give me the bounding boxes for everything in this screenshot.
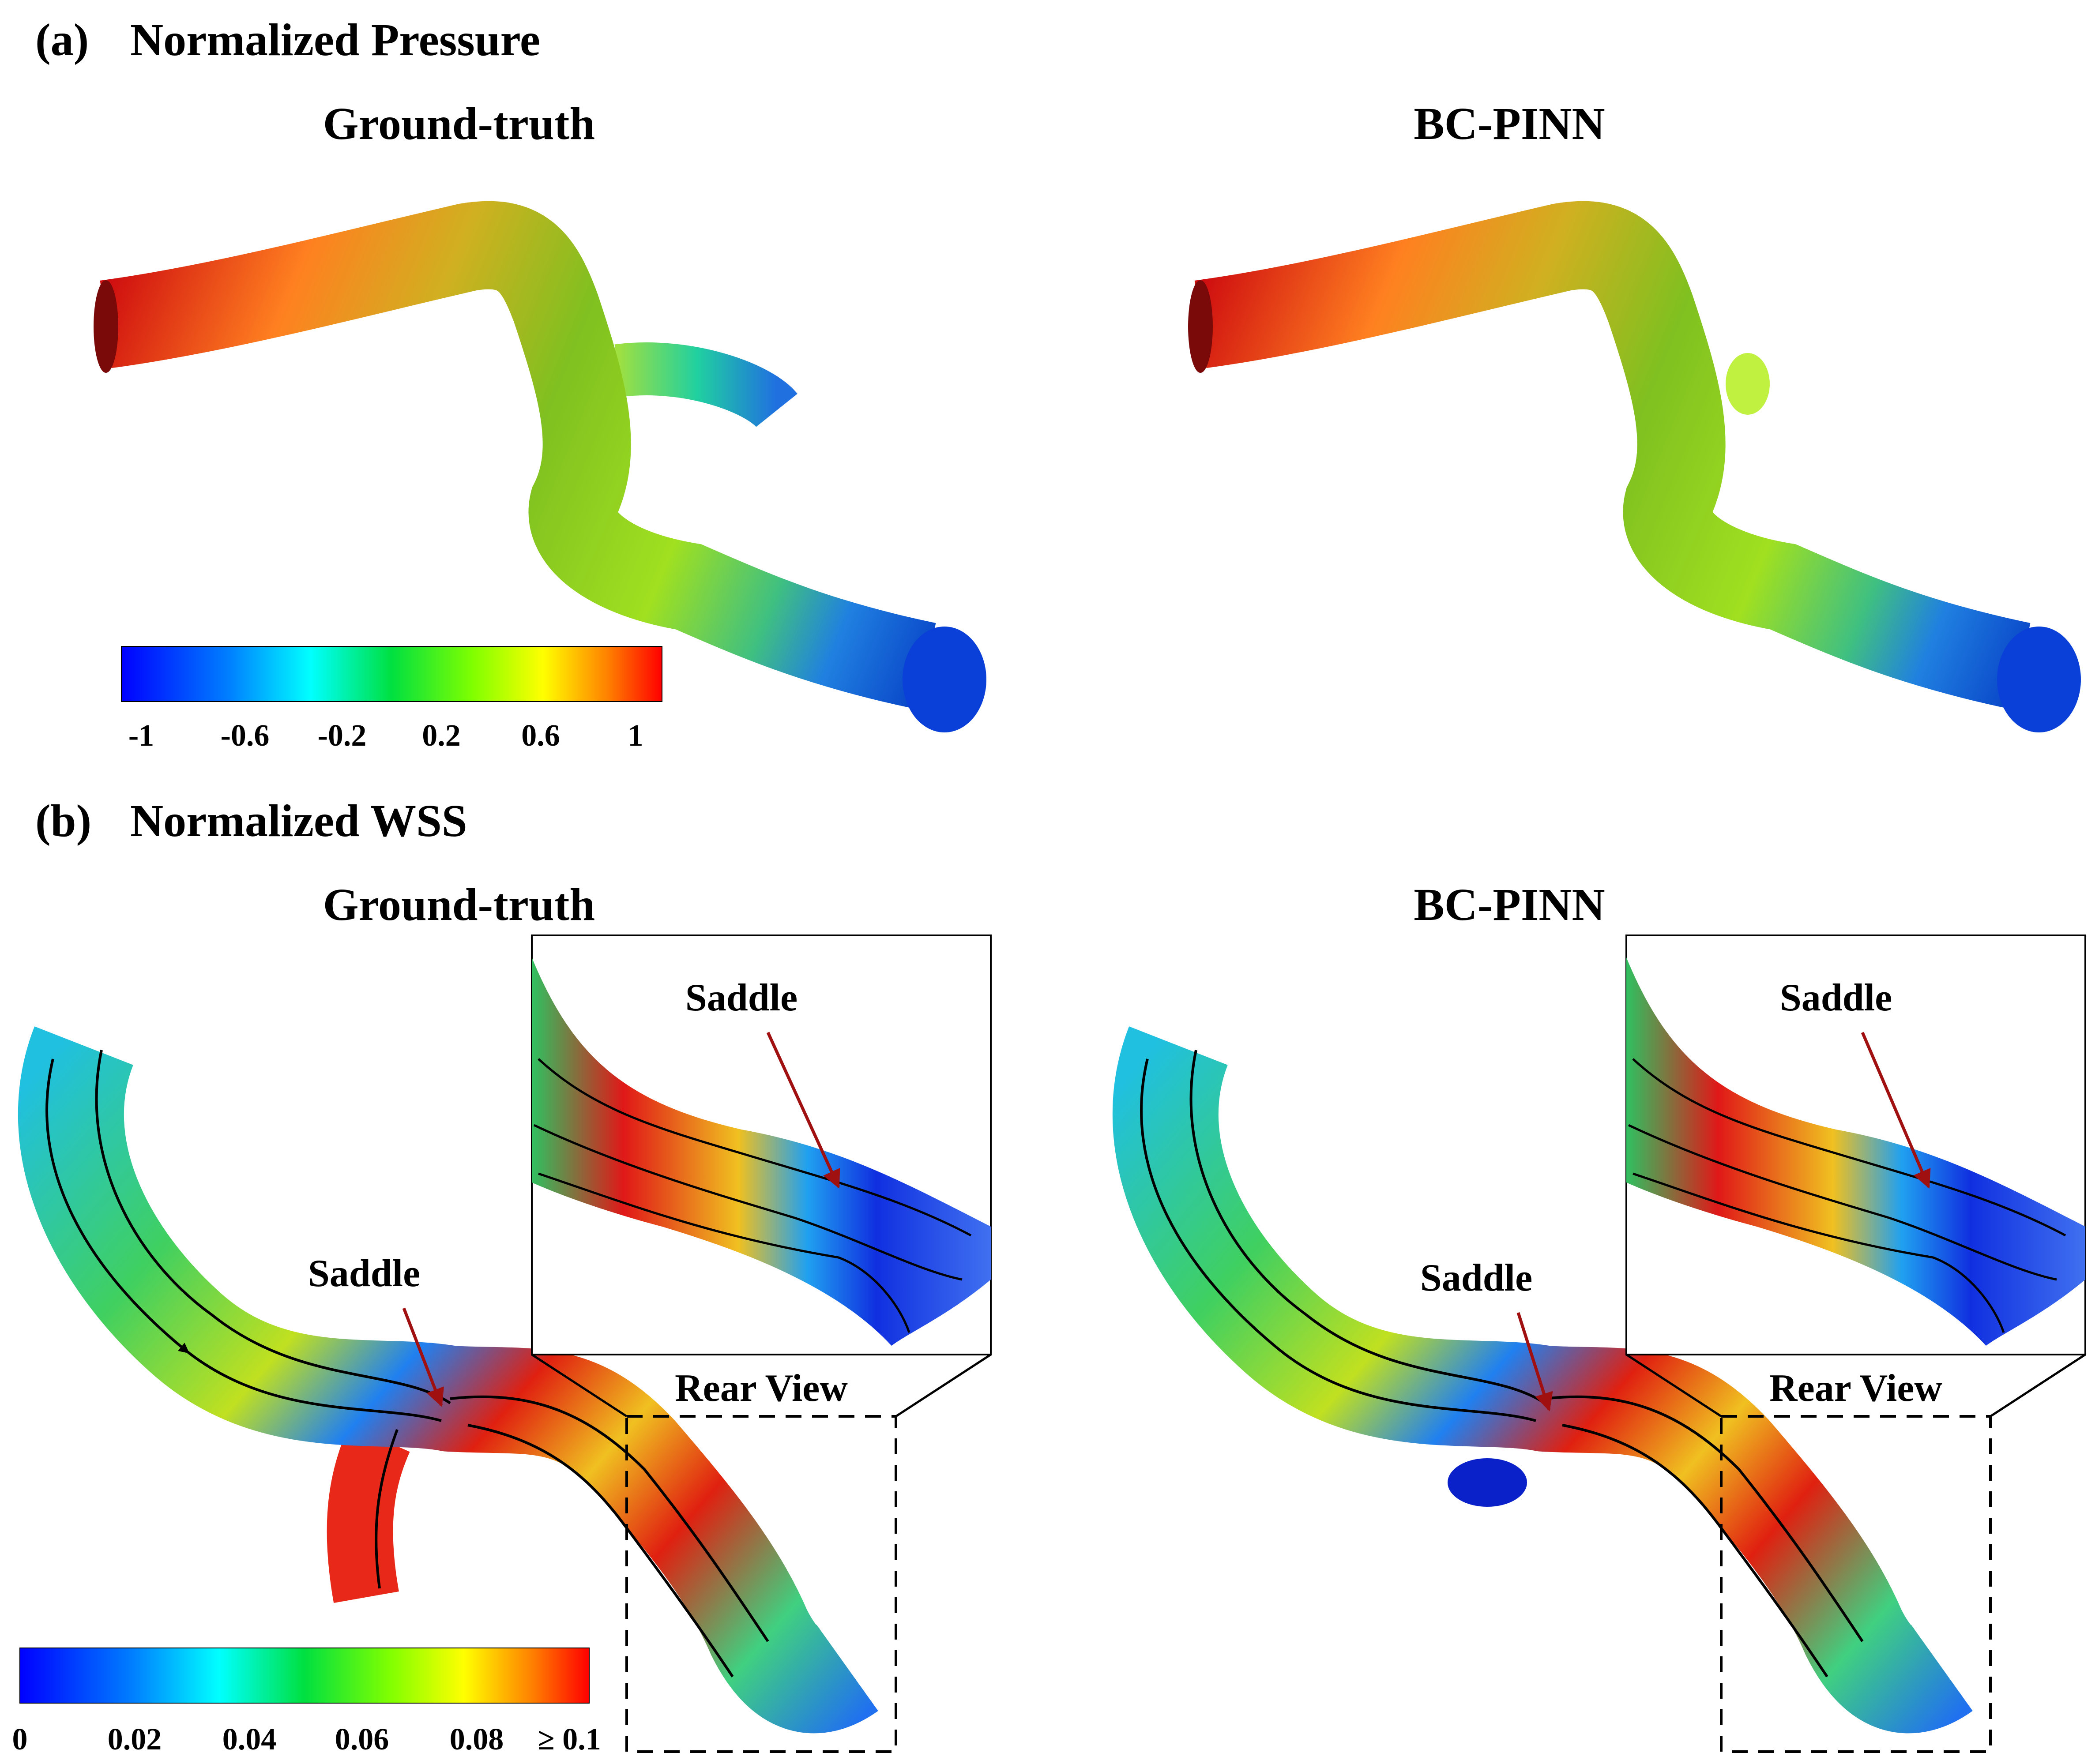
inlet-cap bbox=[94, 280, 118, 373]
main-vessel bbox=[100, 201, 936, 709]
tick-label: 0.08 bbox=[450, 1723, 504, 1756]
tick-label: 0 bbox=[12, 1723, 28, 1756]
streamlines bbox=[1140, 1050, 1864, 1678]
outlet-cap bbox=[1997, 627, 2081, 732]
saddle-label: Saddle bbox=[685, 976, 797, 1019]
saddle-label: Saddle bbox=[1780, 976, 1892, 1019]
zoom-region-box bbox=[1720, 1415, 1992, 1753]
main-vessel bbox=[18, 1026, 878, 1734]
panel-b-right-title: BC-PINN bbox=[1414, 879, 1605, 930]
main-vessel bbox=[1194, 201, 2031, 709]
panel-a-title: Normalized Pressure bbox=[130, 15, 540, 65]
tick-label: 0.6 bbox=[521, 719, 560, 753]
saddle-arrow bbox=[1516, 1312, 1553, 1412]
wss-vessel-bc-pinn: Saddle bbox=[1112, 1026, 1973, 1734]
branch-stub bbox=[1726, 353, 1770, 415]
wss-vessel-ground-truth: Saddle bbox=[18, 1026, 878, 1734]
outlet-cap bbox=[903, 627, 986, 732]
pressure-vessel-bc-pinn bbox=[1188, 201, 2081, 732]
panel-b-label: (b) bbox=[35, 796, 91, 846]
panel-b-left-title: Ground-truth bbox=[323, 879, 595, 930]
zoom-region-box bbox=[625, 1415, 897, 1753]
panel-a-left-title: Ground-truth bbox=[323, 98, 595, 149]
pressure-vessel-ground-truth bbox=[94, 201, 986, 732]
tick-label: 0.06 bbox=[335, 1723, 389, 1756]
colorbar-gradient bbox=[19, 1648, 590, 1704]
tick-label: -0.6 bbox=[221, 719, 270, 753]
tick-label: -0.2 bbox=[318, 719, 367, 753]
rear-view-label: Rear View bbox=[1769, 1367, 1942, 1410]
saddle-label: Saddle bbox=[1420, 1257, 1532, 1299]
wss-colorbar: 0 0.02 0.04 0.06 0.08 ≥ 0.1 bbox=[12, 1648, 601, 1756]
inset-streamlines bbox=[1628, 1058, 2066, 1333]
tick-label: 0.2 bbox=[422, 719, 461, 753]
streamlines bbox=[45, 1050, 769, 1678]
saddle-arrow bbox=[402, 1307, 444, 1407]
connector-line bbox=[531, 1353, 628, 1418]
saddle-label: Saddle bbox=[308, 1252, 420, 1295]
connector-line bbox=[895, 1353, 992, 1418]
pressure-colorbar: -1 -0.6 -0.2 0.2 0.6 1 bbox=[121, 646, 662, 753]
saddle-arrow bbox=[1861, 1032, 1931, 1189]
saddle-arrow bbox=[766, 1032, 840, 1189]
connector-line bbox=[1990, 1353, 2086, 1418]
branch-stub bbox=[1448, 1458, 1527, 1507]
tick-label: 0.02 bbox=[108, 1723, 162, 1756]
panel-a-right-title: BC-PINN bbox=[1414, 98, 1605, 149]
panel-a-label: (a) bbox=[35, 15, 89, 65]
branch-vessel bbox=[614, 342, 797, 428]
rear-view-label: Rear View bbox=[675, 1367, 848, 1410]
inlet-cap bbox=[1188, 280, 1213, 373]
tick-label: 0.04 bbox=[222, 1723, 277, 1756]
tick-label: 1 bbox=[628, 719, 643, 753]
inset-ground-truth: Saddle Rear View bbox=[531, 935, 992, 1753]
main-vessel bbox=[1112, 1026, 1973, 1734]
connector-line bbox=[1625, 1353, 1722, 1418]
branch-vessel bbox=[327, 1425, 410, 1603]
inset-bc-pinn: Saddle Rear View bbox=[1625, 935, 2086, 1753]
tick-label: -1 bbox=[128, 719, 154, 753]
tick-label: ≥ 0.1 bbox=[538, 1723, 601, 1756]
panel-b-title: Normalized WSS bbox=[130, 796, 467, 846]
colorbar-gradient bbox=[121, 646, 662, 702]
inset-streamlines bbox=[533, 1058, 972, 1333]
